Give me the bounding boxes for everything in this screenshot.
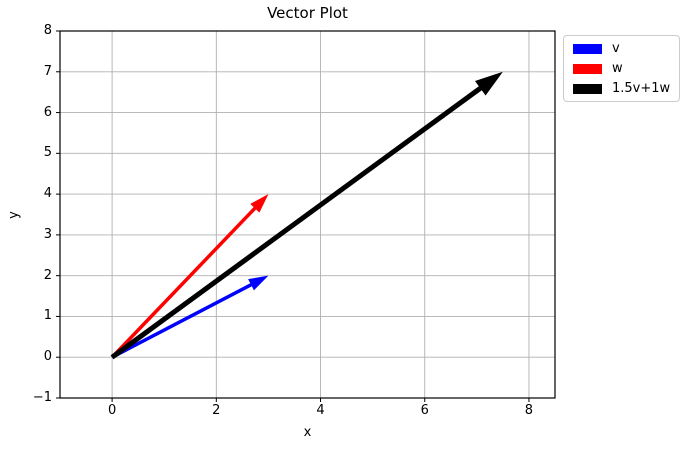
x-tick-label-8: 8	[524, 403, 534, 418]
x-axis-label: x	[303, 425, 312, 440]
y-tick-label-0: 0	[43, 349, 52, 365]
vector-shaft-v	[111, 282, 253, 359]
y-tick-label-6: 6	[43, 104, 52, 120]
legend-swatch-w	[573, 63, 602, 74]
y-tick-label-5: 5	[43, 145, 52, 161]
vector-shaft-1-5v-1w	[110, 85, 483, 360]
axes-frame	[59, 30, 556, 399]
legend-label-1-5v-1w: 1.5v+1w	[612, 81, 671, 96]
x-tick-label-0: 0	[107, 403, 117, 418]
vector-shaft-w	[110, 206, 257, 359]
legend-item-v: v	[573, 42, 670, 55]
y-tick-label-3: 3	[43, 226, 52, 242]
vector-head-v	[248, 275, 269, 291]
vector-head-w	[250, 194, 269, 213]
legend-swatch-1-5v-1w	[573, 83, 602, 94]
legend-label-v: v	[612, 41, 620, 56]
legend-swatch-v	[573, 43, 602, 54]
legend-label-w: w	[612, 61, 623, 76]
x-tick-label-6: 6	[420, 403, 429, 418]
x-tick-label-2: 2	[212, 403, 221, 418]
legend-item-w: w	[573, 62, 670, 75]
y-tick-label--1: −1	[32, 390, 52, 405]
x-tick-label-4: 4	[316, 403, 325, 418]
y-tick-label-7: 7	[43, 63, 52, 79]
legend-item-1-5v-1w: 1.5v+1w	[573, 82, 670, 95]
chart-title: Vector Plot	[267, 4, 348, 22]
legend: v w 1.5v+1w	[563, 35, 681, 102]
y-tick-label-4: 4	[43, 186, 52, 202]
vector-head-1-5v-1w	[474, 71, 503, 96]
y-tick-label-8: 8	[43, 23, 52, 38]
y-tick-label-2: 2	[43, 267, 52, 283]
y-axis-label: y	[6, 211, 22, 219]
y-tick-label-1: 1	[43, 308, 52, 324]
